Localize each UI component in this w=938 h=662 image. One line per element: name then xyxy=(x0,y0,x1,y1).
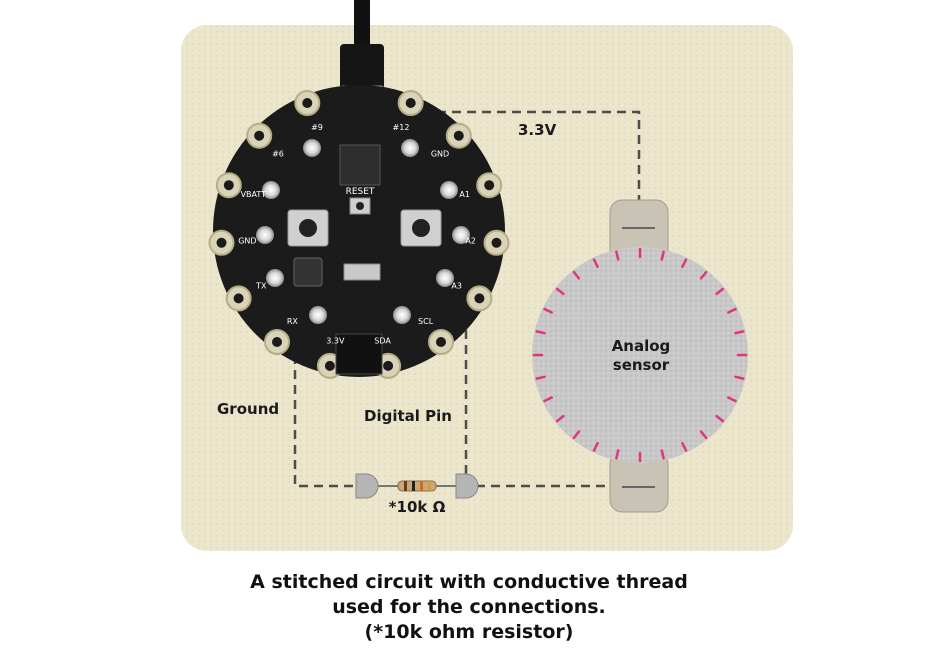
felt-circle xyxy=(532,247,748,463)
voltage-label: 3.3V xyxy=(518,121,557,139)
analog-sensor-label-line1: Analog xyxy=(612,337,671,355)
stitch xyxy=(736,377,744,379)
pad-label: SDA xyxy=(374,337,391,346)
button-right xyxy=(401,210,441,246)
button-left xyxy=(288,210,328,246)
microcontroller-chip xyxy=(340,145,380,185)
speaker xyxy=(294,258,322,286)
slide-switch xyxy=(344,264,380,280)
analog-sensor-label-line2: sensor xyxy=(613,356,670,374)
pad-label: A2 xyxy=(465,237,476,246)
led xyxy=(256,226,274,244)
pad-label: SCL xyxy=(418,317,434,326)
caption-line-2: used for the connections. xyxy=(0,595,938,620)
pad-label: #12 xyxy=(393,123,410,132)
figure-caption: A stitched circuit with conductive threa… xyxy=(0,570,938,645)
led xyxy=(266,269,284,287)
led xyxy=(393,306,411,324)
reset-label: RESET xyxy=(346,187,375,197)
caption-line-3: (*10k ohm resistor) xyxy=(0,620,938,645)
stitch xyxy=(537,331,545,333)
pad-label: A1 xyxy=(459,190,470,199)
pad-label: GND xyxy=(238,237,256,246)
led xyxy=(309,306,327,324)
reset-button xyxy=(350,198,370,214)
stitch xyxy=(736,331,744,333)
resistor-end-left xyxy=(356,474,378,498)
pad-label: VBATT xyxy=(241,190,267,199)
stitch xyxy=(616,451,618,459)
pad-label: A3 xyxy=(451,282,462,291)
pad-label: GND xyxy=(431,150,449,159)
pad-label: TX xyxy=(255,282,267,291)
stitch xyxy=(616,252,618,260)
ground-label: Ground xyxy=(217,400,279,418)
digital-pin-label: Digital Pin xyxy=(364,407,452,425)
stitch xyxy=(537,377,545,379)
pad-label: 3.3V xyxy=(326,337,345,346)
led xyxy=(440,181,458,199)
pad-label: RX xyxy=(287,317,299,326)
resistor-label: *10k Ω xyxy=(389,498,446,516)
led xyxy=(303,139,321,157)
stitch xyxy=(662,252,664,260)
caption-line-1: A stitched circuit with conductive threa… xyxy=(0,570,938,595)
stitch xyxy=(662,451,664,459)
pad-label: #6 xyxy=(272,150,284,159)
led xyxy=(401,139,419,157)
resistor-end-right xyxy=(456,474,478,498)
pad-label: #9 xyxy=(311,123,323,132)
